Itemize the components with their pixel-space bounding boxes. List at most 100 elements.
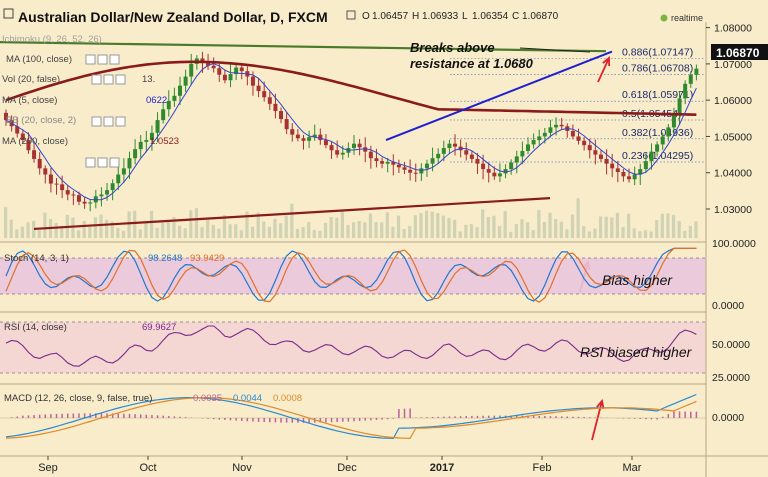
volume-bar	[329, 217, 333, 238]
candle-body	[250, 76, 255, 86]
candle-body	[683, 83, 688, 99]
volume-bar	[99, 214, 103, 238]
volume-bar	[290, 203, 294, 238]
last-price-value: 1.06870	[716, 46, 760, 60]
macd-panel	[0, 383, 706, 440]
candle-body	[200, 58, 205, 63]
y-tick-label: 1.06000	[714, 95, 752, 107]
ma200-line	[5, 60, 697, 116]
resistance-line	[0, 41, 607, 53]
volume-bar	[121, 230, 126, 238]
candle-body	[655, 144, 660, 152]
volume-bar	[453, 219, 457, 238]
support-trendline	[33, 197, 551, 231]
bb-legend[interactable]: BB (20, close, 2)	[6, 115, 76, 126]
ma100-legend[interactable]: MA (100, close)	[6, 54, 72, 65]
volume-bar	[307, 222, 311, 238]
candle-body	[430, 158, 435, 164]
candle-body	[256, 85, 261, 92]
stoch-legend[interactable]: Stoch (14, 3, 1)	[4, 253, 69, 264]
panel-axis-label: 0.0000	[712, 300, 744, 312]
candle-body	[138, 141, 143, 150]
candle-body	[677, 98, 682, 115]
volume-bar	[172, 217, 176, 238]
volume-bar	[677, 221, 681, 238]
vol-settings-icon[interactable]	[91, 74, 126, 85]
volume-bar	[194, 208, 199, 238]
volume-bar	[413, 215, 417, 238]
candle-body	[183, 76, 188, 86]
candle-body	[228, 74, 233, 81]
candle-body	[290, 129, 295, 135]
ma5-line	[5, 63, 697, 201]
collapse-toggle[interactable]	[3, 8, 14, 19]
ichimoku-legend[interactable]: Ichimoku (9, 26, 52, 26)	[2, 34, 102, 45]
candle-body	[273, 103, 278, 112]
candle-body	[76, 195, 81, 202]
settings-toggle[interactable]	[346, 10, 356, 20]
symbol-title: Australian Dollar/New Zealand Dollar, D,…	[18, 9, 328, 25]
volume-bar	[15, 229, 19, 238]
volume-bar	[20, 226, 25, 238]
volume-bar	[189, 210, 193, 238]
candle-body	[54, 183, 59, 185]
candle-body	[82, 201, 87, 204]
l-label: L	[462, 11, 468, 22]
candle-body	[352, 143, 356, 149]
macd-signal-line	[5, 397, 697, 440]
candle-body	[424, 163, 429, 169]
bb-settings-icon[interactable]	[91, 116, 126, 127]
volume-bar	[464, 224, 468, 238]
candle-body	[206, 62, 211, 66]
volume-bar	[649, 231, 653, 238]
volume-bar	[430, 211, 434, 238]
candle-body	[211, 65, 216, 69]
volume-bar	[408, 226, 412, 238]
candle-body	[688, 74, 693, 84]
macd-legend[interactable]: MACD (12, 26, close, 9, false, true)	[4, 393, 152, 404]
annotation-resistance: resistance at 1.0680	[410, 56, 534, 71]
y-tick-label: 1.04000	[714, 168, 752, 180]
volume-bar	[352, 222, 356, 238]
legend-action-icons	[85, 54, 126, 168]
volume-bar	[301, 227, 305, 238]
y-tick-label: 1.08000	[714, 23, 752, 35]
volume-bar	[447, 217, 451, 238]
volume-bar	[60, 225, 64, 238]
candle-body	[604, 158, 609, 164]
vol-legend[interactable]: Vol (20, false)	[2, 74, 60, 85]
volume-bar	[234, 224, 238, 238]
ma5-legend[interactable]: MA (5, close)	[2, 95, 57, 106]
candle-body	[284, 119, 289, 130]
volume-bar	[262, 221, 266, 238]
extra-settings-icon[interactable]	[85, 157, 120, 168]
candle-body	[570, 131, 575, 137]
ma200-legend[interactable]: MA (200, close)	[2, 136, 68, 147]
volume-bar	[604, 216, 608, 238]
rsi-legend[interactable]: RSI (14, close)	[4, 322, 67, 333]
vol-value: 13.	[142, 74, 155, 85]
volume-bar	[469, 224, 474, 238]
volume-bar	[598, 216, 603, 238]
volume-bar	[279, 223, 283, 238]
volume-bar	[520, 219, 524, 238]
volume-bar	[666, 213, 670, 238]
candle-body	[15, 126, 20, 134]
panel-axis-label: 50.0000	[712, 339, 750, 351]
ma100-settings-icon[interactable]	[85, 54, 120, 65]
candle-body	[149, 132, 154, 141]
candle-body	[239, 67, 244, 72]
volume-bar	[206, 219, 210, 238]
volume-bar	[239, 230, 243, 238]
volume-bar	[88, 226, 92, 238]
candle-body	[295, 134, 300, 139]
rsi-value: 69.9627	[142, 322, 176, 333]
x-tick-label: Feb	[533, 462, 552, 474]
volume-bar	[402, 229, 406, 238]
candle-body	[380, 161, 385, 164]
c-value: 1.06870	[522, 11, 559, 22]
candle-body	[632, 174, 637, 180]
volume-bar	[256, 212, 260, 238]
volume-bar	[542, 221, 547, 238]
volume-bar	[424, 210, 429, 238]
